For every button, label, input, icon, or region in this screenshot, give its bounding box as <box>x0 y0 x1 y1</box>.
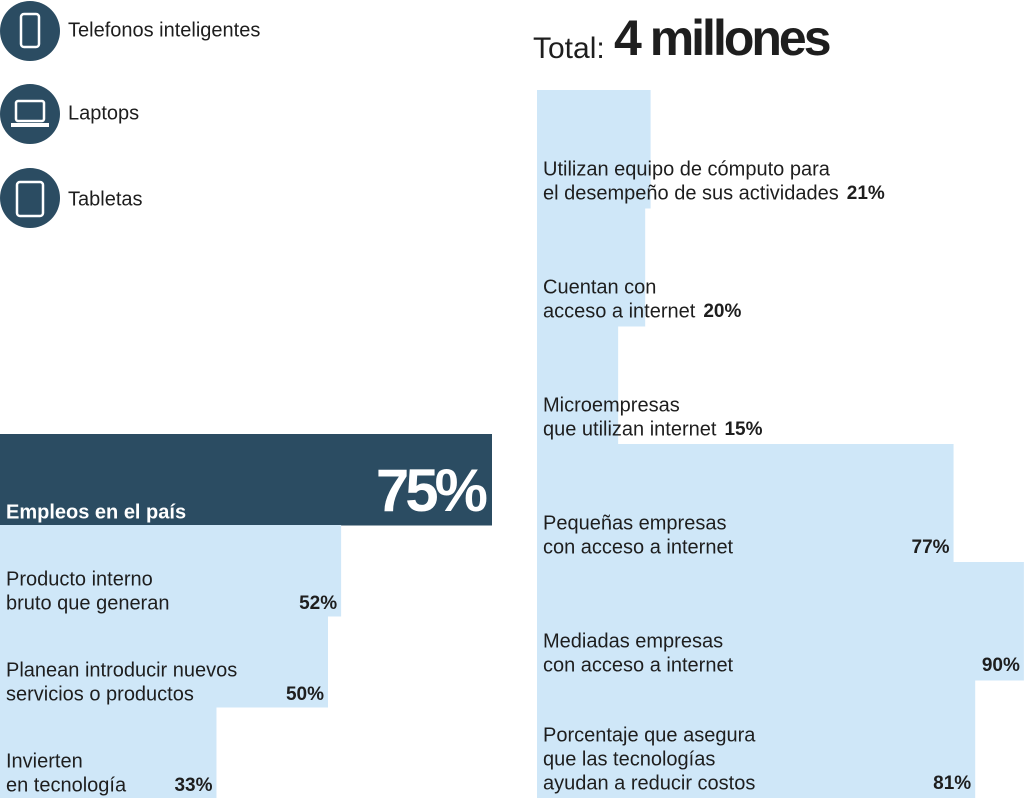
laptop-icon <box>14 99 46 123</box>
device-legend: Telefonos inteligentes Laptops Tabletas <box>0 1 260 228</box>
category-label: Microempresas <box>543 394 680 416</box>
category-label: bruto que generan <box>6 592 169 614</box>
bar <box>0 525 342 617</box>
category-label: Producto interno <box>6 568 153 590</box>
bar <box>537 326 619 445</box>
category-label: Porcentaje que asegura <box>543 724 756 746</box>
category-label: con acceso a internet <box>543 536 734 558</box>
bar <box>537 680 976 798</box>
category-label: Invierten <box>6 750 83 772</box>
category-label: que las tecnologías <box>543 748 715 770</box>
bar <box>0 434 492 526</box>
category-label: Empleos en el país <box>6 501 186 523</box>
category-label: acceso a internet <box>543 300 696 322</box>
value-label: 75% <box>376 457 487 524</box>
value-label: 52% <box>299 593 337 614</box>
category-label: ayudan a reducir costos <box>543 772 755 794</box>
charts: Empleos en el país 75% Producto internobru… <box>0 90 1024 798</box>
bar <box>537 562 1024 681</box>
phone-icon <box>0 1 60 61</box>
value-label: 77% <box>912 537 950 558</box>
bar <box>537 444 954 563</box>
value-label: 81% <box>933 773 971 794</box>
value-label: 21% <box>847 183 885 204</box>
tablet-icon <box>15 180 45 218</box>
category-label: Pequeñas empresas <box>543 512 726 534</box>
bar <box>537 208 646 327</box>
bar <box>0 616 328 708</box>
value-label: 50% <box>286 684 324 705</box>
total-label: Total: <box>533 32 605 65</box>
category-label: Utilizan equipo de cómputo para <box>543 158 831 180</box>
value-label: 90% <box>982 655 1020 676</box>
device-label: Telefonos inteligentes <box>68 19 260 41</box>
category-label: que utilizan internet <box>543 418 717 440</box>
bar <box>0 707 217 798</box>
category-label: con acceso a internet <box>543 654 734 676</box>
category-label: Cuentan con <box>543 276 656 298</box>
device-label: Tabletas <box>68 188 143 210</box>
value-label: 33% <box>174 775 212 796</box>
bar <box>537 90 651 209</box>
tablet-icon <box>0 168 60 228</box>
category-label: Planean introducir nuevos <box>6 659 237 681</box>
value-label: 20% <box>703 301 741 322</box>
category-label: el desempeño de sus actividades <box>543 182 839 204</box>
value-label: 15% <box>724 419 762 440</box>
phone-icon <box>19 12 41 49</box>
total-value: 4 millones <box>614 10 830 66</box>
category-label: Mediadas empresas <box>543 630 723 652</box>
laptop-icon <box>0 84 60 144</box>
category-label: en tecnología <box>6 774 127 796</box>
device-label: Laptops <box>68 102 139 124</box>
laptop-icon <box>11 123 49 127</box>
category-label: servicios o productos <box>6 683 194 705</box>
